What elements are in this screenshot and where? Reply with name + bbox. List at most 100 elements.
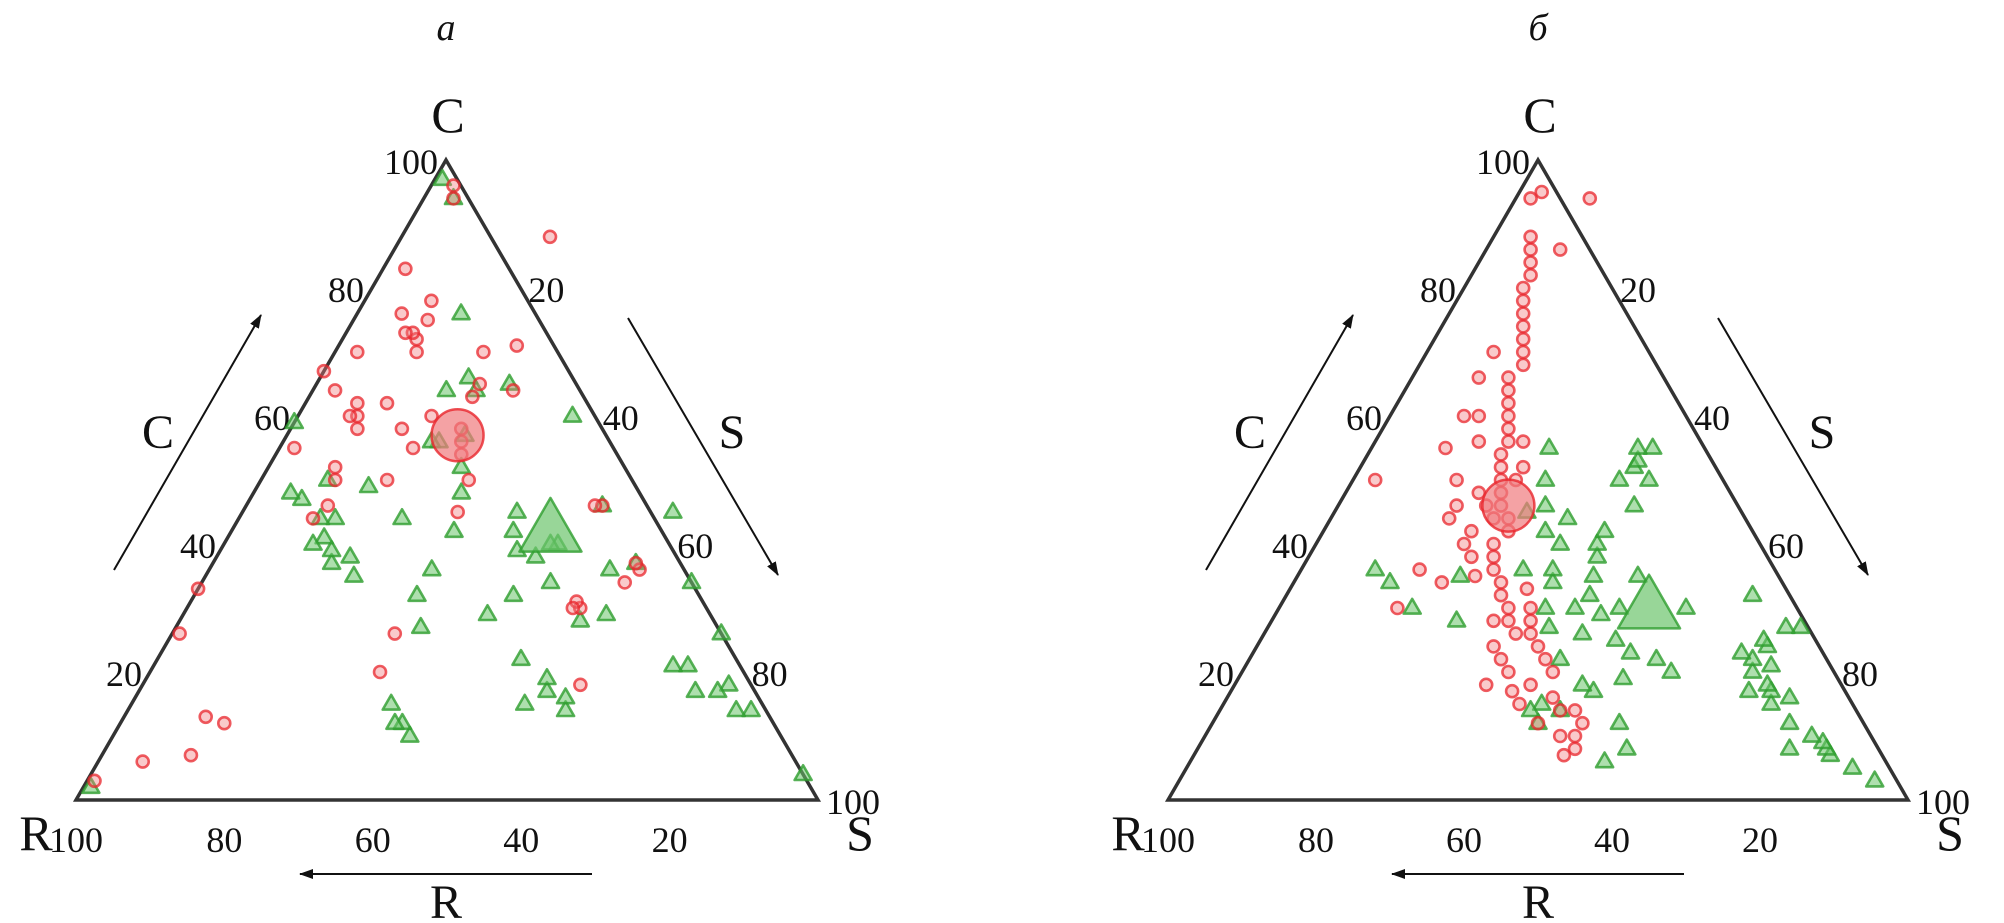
triangle-point [1587, 546, 1607, 564]
circle-point [1504, 683, 1520, 699]
circle-point [342, 408, 358, 424]
triangle-point [1557, 507, 1578, 526]
triangle-point [385, 712, 405, 731]
triangle-point [303, 533, 323, 551]
vertex-label-right: S [846, 805, 874, 861]
side-label-right: S [1809, 406, 1836, 459]
left-axis-arrow [113, 314, 262, 571]
circle-point [1538, 651, 1553, 667]
circle-point [1493, 447, 1509, 462]
circle-point [1515, 319, 1531, 334]
circle-point [1501, 421, 1516, 437]
triangle-point [321, 539, 342, 558]
triangle-point [525, 546, 546, 564]
circle-point [287, 440, 302, 456]
triangle-point [1572, 623, 1593, 641]
triangle-point [1628, 565, 1648, 583]
circle-point [1523, 229, 1538, 245]
triangle-point [1620, 642, 1641, 660]
circle-point [1478, 677, 1494, 693]
circle-point [461, 472, 477, 488]
triangle-point [1550, 533, 1570, 551]
triangle-point [537, 680, 557, 699]
triangle-point [1776, 616, 1796, 635]
triangle-point [1572, 674, 1593, 692]
circle-point [1501, 408, 1516, 424]
triangle-point [444, 520, 464, 539]
triangle-point [1779, 687, 1800, 705]
triangle-point [1520, 699, 1541, 718]
triangle-point [1731, 642, 1752, 660]
triangle-point [1594, 751, 1615, 769]
circle-point [424, 293, 439, 309]
triangle-point [1543, 571, 1563, 590]
left-tick-label: 60 [1346, 398, 1382, 438]
left-tick-label: 40 [1272, 526, 1308, 566]
circle-point [1534, 184, 1549, 200]
circle-point [628, 555, 644, 571]
right-tick-label: 40 [603, 398, 639, 438]
triangle-point [678, 655, 698, 673]
right-tick-label: 20 [1620, 270, 1656, 310]
triangle-point [321, 552, 342, 571]
triangle-point [540, 571, 561, 590]
triangle-point [1761, 693, 1781, 711]
triangle-point [310, 507, 331, 526]
panel-label: б [1528, 7, 1549, 49]
circle-point [1486, 344, 1501, 360]
circle-point [1515, 280, 1531, 296]
triangle-point [1624, 495, 1644, 513]
right-tick-label: 20 [528, 270, 564, 310]
triangle-point [432, 168, 453, 187]
triangle-mean-marker [1616, 573, 1682, 630]
triangle-point [1842, 757, 1863, 775]
circle-point [1530, 715, 1546, 731]
triangle-point [1605, 629, 1626, 647]
circle-point [327, 383, 343, 398]
triangle-point [1753, 629, 1774, 647]
triangle-point [1642, 437, 1663, 455]
triangle-point [410, 616, 431, 635]
circle-point [476, 344, 491, 360]
circle-point [327, 472, 343, 488]
triangle-point [507, 501, 527, 519]
circle-point [198, 709, 214, 725]
circle-point [1501, 370, 1516, 385]
circle-point [350, 395, 365, 411]
circle-point [1464, 523, 1479, 539]
triangle-point [284, 411, 305, 430]
triangle-point [477, 603, 498, 622]
triangle-point [392, 507, 412, 526]
circle-point [135, 754, 151, 769]
bottom-tick-label: 100 [1141, 820, 1195, 860]
triangle-point [1661, 661, 1681, 679]
circle-point [305, 511, 321, 526]
triangle-point [381, 693, 402, 711]
triangle-point [1535, 469, 1556, 487]
circle-series [1367, 184, 1598, 763]
circle-point [446, 191, 461, 206]
triangle-point [1513, 559, 1533, 577]
circle-point [505, 383, 521, 398]
triangle-point [436, 379, 457, 398]
circle-point [372, 664, 388, 680]
triangle-point [451, 456, 472, 475]
right-tick-label: 100 [1916, 782, 1970, 822]
triangle-point [1450, 565, 1471, 583]
circle-point [509, 338, 525, 353]
circle-point [394, 306, 410, 321]
triangle-point [1580, 584, 1600, 603]
left-tick-label: 80 [1420, 270, 1456, 310]
right-axis-arrow [1717, 317, 1869, 576]
circle-point [1567, 703, 1583, 718]
circle-point [387, 626, 403, 641]
circle-point [183, 747, 199, 763]
circle-point [1493, 575, 1509, 590]
circle-point [349, 344, 365, 360]
triangle-point [407, 584, 427, 603]
circle-point [1567, 728, 1583, 744]
circle-point [379, 472, 395, 488]
circle-point [1575, 715, 1590, 731]
circle-point [87, 773, 102, 789]
circle-point [1367, 472, 1383, 488]
